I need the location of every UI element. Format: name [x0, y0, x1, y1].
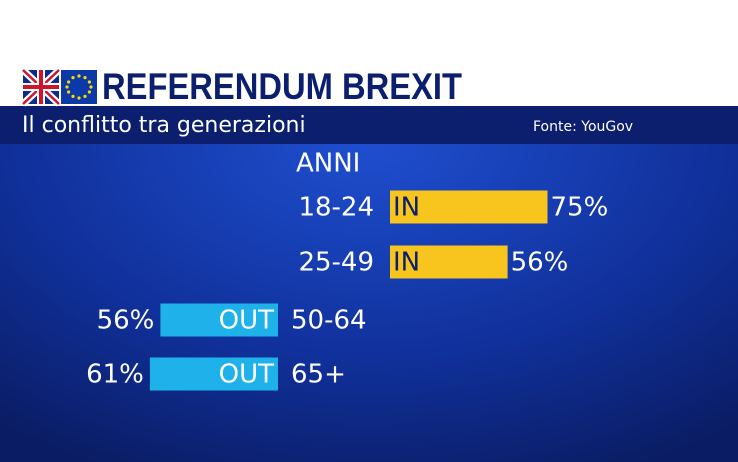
header-band [0, 0, 738, 106]
bar-label: IN [393, 248, 420, 278]
value-label: 56% [511, 248, 569, 278]
bar-label: OUT [219, 360, 274, 390]
bar [390, 190, 548, 224]
chart-subtitle: Il conflitto tra generazioni [22, 113, 306, 138]
category-label: 50-64 [291, 306, 367, 336]
subtitle-band [0, 106, 738, 144]
source: Fonte: YouGov [533, 119, 633, 135]
category-label: 65+ [291, 360, 346, 390]
uk-flag [20, 67, 62, 107]
eu-flag [61, 70, 97, 104]
chart-title: REFERENDUM BREXIT [102, 66, 462, 107]
value-label: 75% [551, 193, 609, 223]
bar [160, 303, 278, 337]
axis-label: ANNI [296, 149, 360, 179]
bar [390, 245, 508, 279]
category-label: 25-49 [298, 248, 374, 278]
value-label: 56% [97, 306, 155, 336]
category-label: 18-24 [298, 193, 374, 223]
bar [149, 357, 278, 391]
bar-label: IN [393, 193, 420, 223]
value-label: 61% [86, 360, 144, 390]
bar-label: OUT [219, 306, 274, 336]
